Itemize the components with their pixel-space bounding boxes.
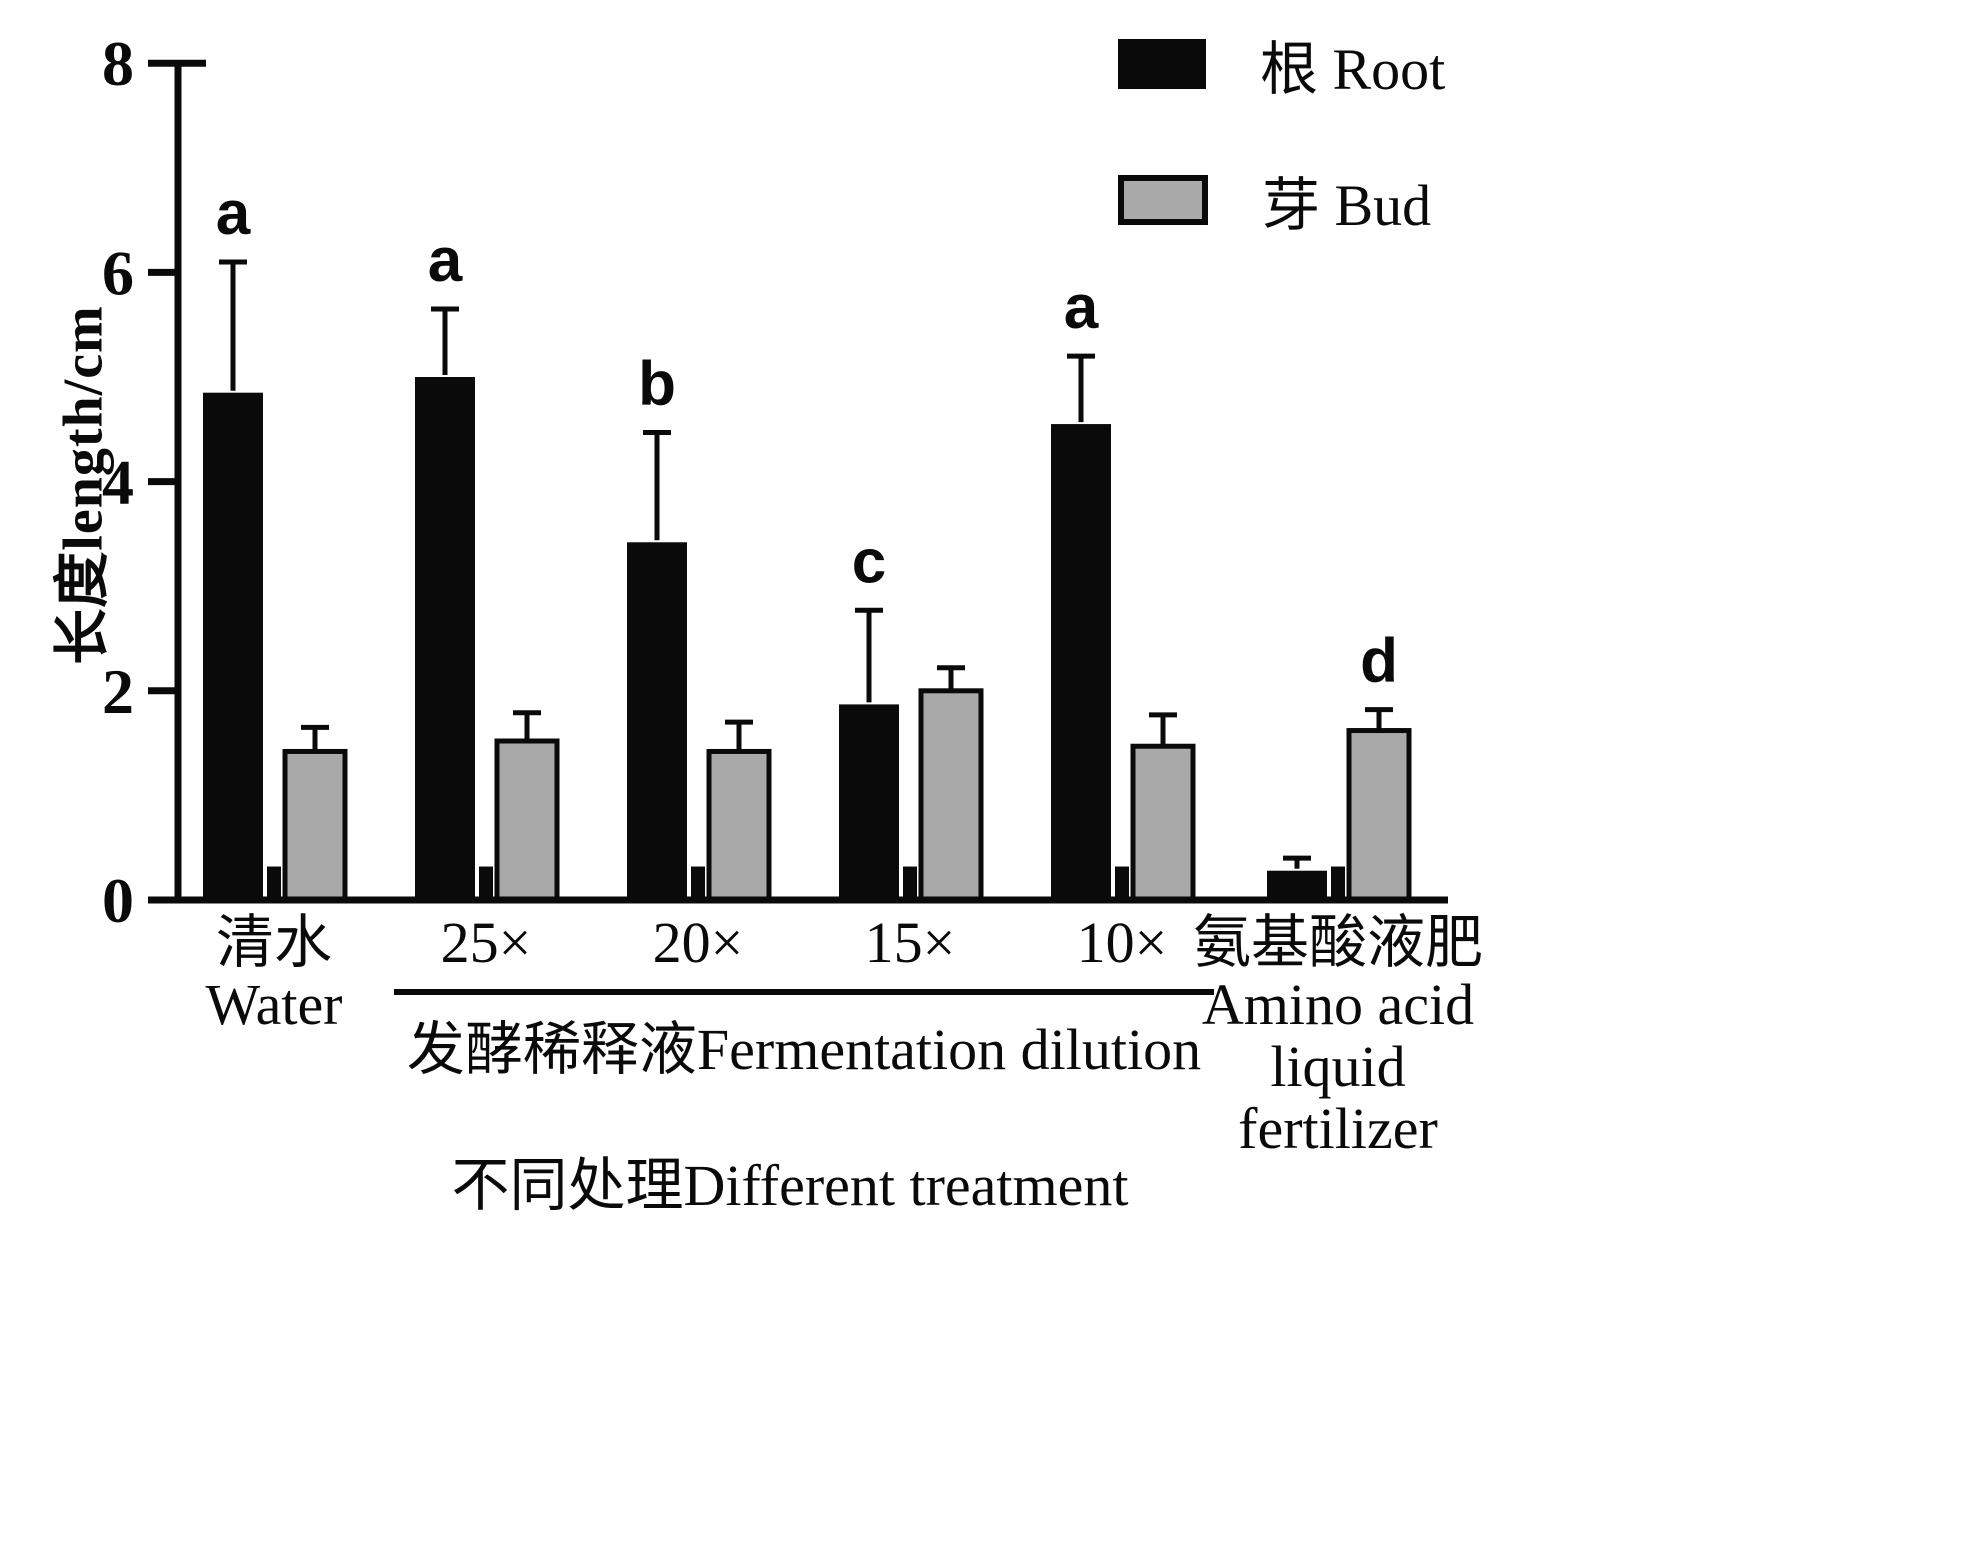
- x-tick-label: 氨基酸液肥 Amino acid liquid fertilizer: [1193, 910, 1483, 1161]
- root-bar: [203, 392, 263, 900]
- base-mark: [1331, 866, 1345, 900]
- root-color-swatch: [1118, 39, 1206, 89]
- sig-letter: a: [1064, 273, 1099, 342]
- root-bar: [1267, 870, 1327, 900]
- sig-letter: a: [428, 226, 463, 295]
- y-tick-label: 6: [102, 237, 134, 308]
- y-tick-label: 2: [102, 656, 134, 727]
- legend-label-bud: 芽 Bud: [1262, 173, 1432, 238]
- legend-item-root: 根 Root: [1118, 22, 1445, 106]
- legend-item-bud: 芽 Bud: [1118, 158, 1445, 242]
- legend-label-root: 根 Root: [1260, 37, 1446, 102]
- bud-bar: [706, 748, 772, 903]
- base-mark: [691, 866, 705, 900]
- sig-letter: b: [638, 349, 676, 418]
- y-tick-label: 0: [102, 865, 134, 936]
- sig-letter: a: [216, 179, 251, 248]
- x-tick-label: 清水 Water: [205, 910, 342, 1037]
- bud-color-swatch: [1118, 175, 1208, 225]
- fermentation-dilution-group-label: 发酵稀释液Fermentation dilution: [406, 1017, 1202, 1082]
- x-tick-label: 10×: [1077, 910, 1168, 975]
- bud-bar: [1130, 743, 1196, 903]
- y-tick-label: 8: [102, 28, 134, 99]
- base-mark: [267, 866, 281, 900]
- x-tick-label: 20×: [653, 910, 744, 975]
- root-bar: [1051, 424, 1111, 900]
- y-tick-label: 4: [102, 447, 134, 518]
- bud-bar: [282, 748, 348, 903]
- x-tick-label: 15×: [865, 910, 956, 975]
- bud-bar: [494, 738, 560, 903]
- x-tick-label: 25×: [441, 910, 532, 975]
- bud-bar: [918, 688, 984, 903]
- x-axis-title: 不同处理Different treatment: [451, 1153, 1129, 1218]
- root-bar: [839, 704, 899, 900]
- base-mark: [903, 866, 917, 900]
- y-axis-title: 长度length/cm: [52, 305, 115, 665]
- legend: 根 Root 芽 Bud: [1118, 22, 1445, 242]
- root-bar: [627, 542, 687, 900]
- base-mark: [1115, 866, 1129, 900]
- sig-letter: d: [1360, 627, 1398, 696]
- root-bar: [415, 377, 475, 900]
- sig-letter: c: [852, 527, 886, 596]
- bud-bar: [1346, 728, 1412, 903]
- base-mark: [479, 866, 493, 900]
